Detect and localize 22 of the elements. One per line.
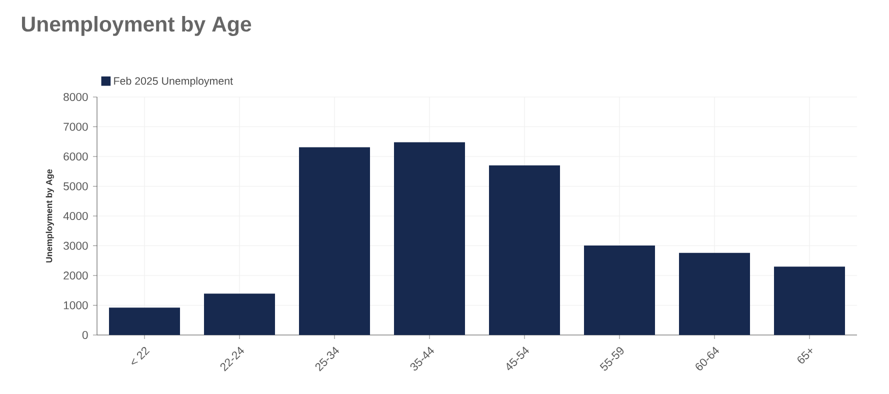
bar <box>584 245 655 335</box>
bar <box>204 294 276 335</box>
y-tick-label: 7000 <box>64 122 88 131</box>
y-tick-label: 2000 <box>64 272 88 280</box>
y-tick-label: 5000 <box>64 182 88 190</box>
bar <box>109 308 180 335</box>
y-tick-label: 1000 <box>64 301 88 310</box>
y-axis-title: Unemployment by Age <box>46 169 54 262</box>
x-tick-label: 65+ <box>798 348 812 364</box>
y-tick-label: 6000 <box>64 152 88 161</box>
bar <box>394 142 465 335</box>
bar <box>299 147 370 335</box>
bar <box>774 266 845 335</box>
y-tick-label: 4000 <box>63 212 88 220</box>
bar <box>489 165 560 335</box>
y-tick-label: 3000 <box>64 242 88 250</box>
legend-label: Feb 2025 Unemployment <box>114 76 233 87</box>
chart-title: Unemployment by Age <box>22 16 252 36</box>
y-tick-label: 0 <box>82 330 88 340</box>
x-tick-label: < 22 <box>132 347 150 364</box>
bar <box>679 252 750 335</box>
y-tick-label: 8000 <box>64 93 88 102</box>
